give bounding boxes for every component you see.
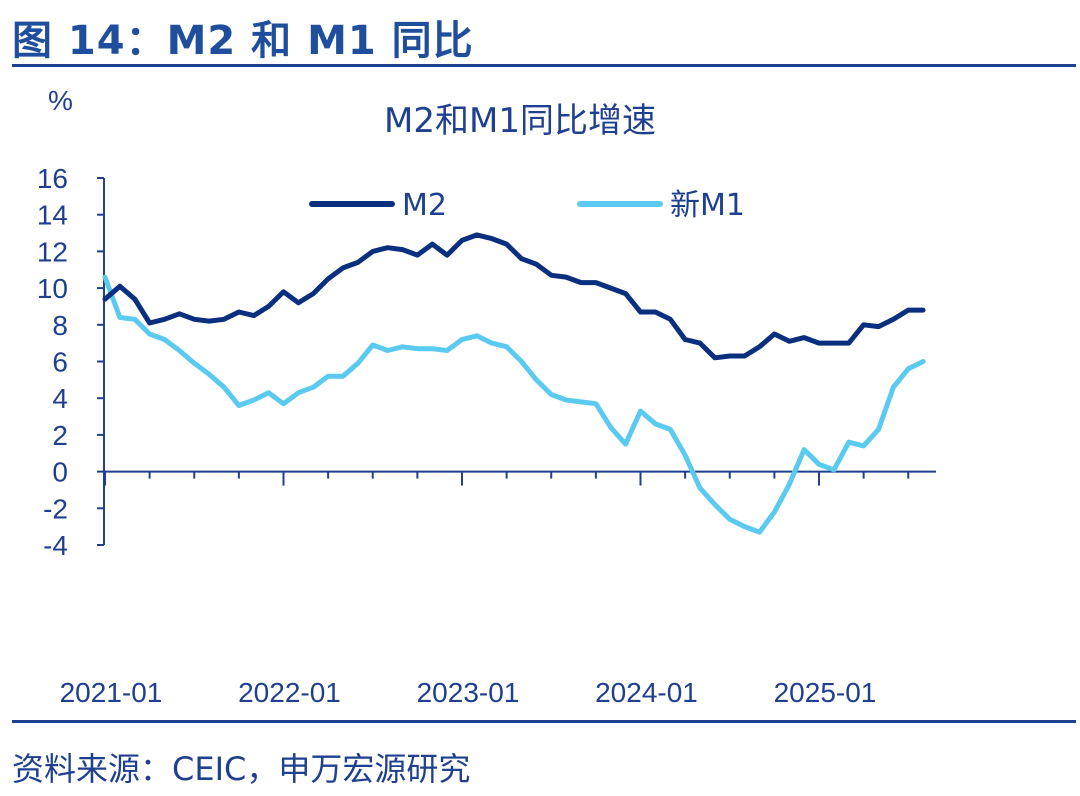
legend-label-m1: 新M1 [670,188,745,223]
y-tick-label: 12 [37,236,68,267]
legend-label-m2: M2 [402,188,447,223]
y-tick-label: 6 [52,347,68,378]
source-note: 资料来源：CEIC，申万宏源研究 [12,750,471,788]
y-tick-label: -2 [43,493,68,524]
line-chart: % M2和M1同比增速 M2 新M1 16 14 12 10 8 6 4 2 0 -2 -4 2021-… [37,85,936,708]
series-group [102,232,926,535]
y-tick-label: 2 [52,420,68,451]
x-tick-label: 2021-01 [60,677,163,708]
x-tick-label: 2022-01 [238,677,341,708]
y-tick-label: -4 [43,530,68,561]
chart-title: M2和M1同比增速 [384,101,656,141]
top-rule [12,64,1076,67]
bottom-rule [12,720,1076,723]
legend: M2 新M1 [309,188,745,223]
y-tick-label: 8 [52,310,68,341]
figure-heading: 图 14：M2 和 M1 同比 [12,18,474,64]
x-tick-label: 2023-01 [417,677,520,708]
y-tick-label: 14 [37,200,68,231]
series-line-m1 [102,274,926,535]
y-tick-label: 10 [37,273,68,304]
y-axis-unit: % [48,85,73,116]
y-tick-label: 0 [52,457,68,488]
axes: 16 14 12 10 8 6 4 2 0 -2 -4 2021-01 2022-01 2023-01 20… [37,163,936,708]
x-tick-label: 2025-01 [774,677,877,708]
y-tick-label: 16 [37,163,68,194]
x-tick-label: 2024-01 [595,677,698,708]
series-line-m2 [102,232,926,361]
y-tick-label: 4 [52,383,68,414]
